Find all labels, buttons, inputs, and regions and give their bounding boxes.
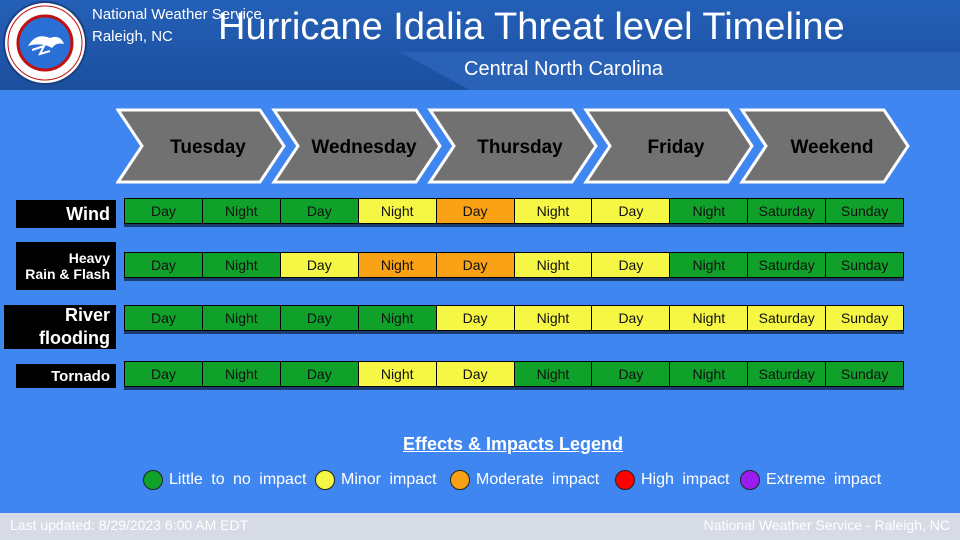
row-label-river-flooding: River flooding [4,305,116,349]
threat-cell: Day [592,253,671,277]
threat-cell: Night [358,306,437,330]
threat-cell: Night [670,253,749,277]
day-chevron-weekend: Weekend [739,108,910,184]
threat-cell: Day [280,362,359,386]
last-updated: Last updated: 8/29/2023 6:00 AM EDT [10,517,249,533]
row-label-line: River [64,305,110,325]
threat-cell: Day [125,362,203,386]
threat-cell: Night [514,199,593,223]
threat-row-wind: Day Night Day Night Day Night Day Night Saturday… [124,198,904,224]
page-title: Hurricane Idalia Threat level Timeline [218,6,845,48]
legend-dot-icon [315,470,335,490]
legend-label: Little to no impact [169,471,307,488]
legend-dot-icon [740,470,760,490]
page-subtitle: Central North Carolina [464,58,663,80]
threat-cell: Day [125,306,203,330]
day-chevron-wednesday: Wednesday [271,108,442,184]
legend-label: High impact [641,471,730,488]
legend-dot-icon [450,470,470,490]
threat-cell: Day [280,306,359,330]
day-label: Wednesday [311,137,417,158]
nws-logo-icon [3,1,87,85]
threat-cell: Night [202,199,281,223]
threat-cell: Night [202,253,281,277]
threat-cell: Day [592,199,671,223]
legend-item: Little to no impact [143,470,306,490]
footer-source: National Weather Service - Raleigh, NC [703,517,950,533]
legend-item: Minor impact [315,470,437,490]
day-chevron-tuesday: Tuesday [116,108,286,184]
threat-cell: Night [514,253,593,277]
threat-cell: Saturday [748,253,827,277]
day-label: Weekend [790,137,873,158]
legend-dot-icon [615,470,635,490]
threat-cell: Night [670,306,749,330]
threat-cell: Night [670,362,749,386]
threat-cell: Day [592,306,671,330]
threat-cell: Day [592,362,671,386]
row-label-line: Heavy [68,250,110,266]
threat-cell: Day [436,199,515,223]
row-label-line: Wind [66,203,110,224]
threat-cell: Night [202,306,281,330]
row-label-tornado: Tornado [16,364,116,388]
threat-row-heavy-rain: Day Night Day Night Day Night Day Night Saturday… [124,252,904,278]
legend-label: Moderate impact [476,471,600,488]
threat-cell: Night [514,306,593,330]
legend-label: Extreme impact [766,471,882,488]
threat-row-tornado: Day Night Day Night Day Night Day Night Saturday… [124,361,904,387]
legend-dot-icon [143,470,163,490]
office-name: National Weather Service Raleigh, NC [92,4,262,48]
threat-cell: Day [436,362,515,386]
threat-cell: Day [125,253,203,277]
threat-cell: Sunday [826,199,904,223]
threat-cell: Saturday [748,362,827,386]
threat-cell: Night [514,362,593,386]
threat-cell: Saturday [748,199,827,223]
threat-row-river-flooding: Day Night Day Night Day Night Day Night Saturday… [124,305,904,331]
day-label: Friday [647,137,704,158]
office-line-1: National Weather Service [92,6,262,23]
threat-cell: Night [358,253,437,277]
threat-cell: Sunday [826,306,904,330]
threat-cell: Day [125,199,203,223]
legend-item: Extreme impact [740,470,881,490]
threat-cell: Day [436,253,515,277]
day-label: Thursday [477,137,563,158]
threat-cell: Night [358,199,437,223]
threat-cell: Night [358,362,437,386]
legend-item: Moderate impact [450,470,599,490]
threat-cell: Saturday [748,306,827,330]
row-label-line: Rain & Flash [25,266,110,282]
legend-title: Effects & Impacts Legend [402,434,624,454]
row-label-wind: Wind [16,200,116,228]
day-chevron-thursday: Thursday [427,108,598,184]
office-line-2: Raleigh, NC [92,28,173,45]
threat-cell: Day [280,199,359,223]
legend-label: Minor impact [341,471,437,488]
footer: Last updated: 8/29/2023 6:00 AM EDT Nati… [0,513,960,540]
threat-cell: Day [436,306,515,330]
row-label-heavy-rain: Heavy Rain & Flash [16,242,116,290]
header-band [400,52,960,90]
threat-cell: Day [280,253,359,277]
day-label: Tuesday [170,137,246,158]
header: National Weather Service Raleigh, NC Hur… [0,0,960,90]
row-label-line: Tornado [51,367,110,385]
threat-cell: Sunday [826,253,904,277]
threat-cell: Sunday [826,362,904,386]
threat-cell: Night [202,362,281,386]
threat-cell: Night [670,199,749,223]
legend-item: High impact [615,470,729,490]
day-chevron-friday: Friday [583,108,754,184]
row-label-line: flooding [39,328,110,348]
days-timeline: Tuesday Wednesday Thursday Friday Weekend [116,108,910,184]
